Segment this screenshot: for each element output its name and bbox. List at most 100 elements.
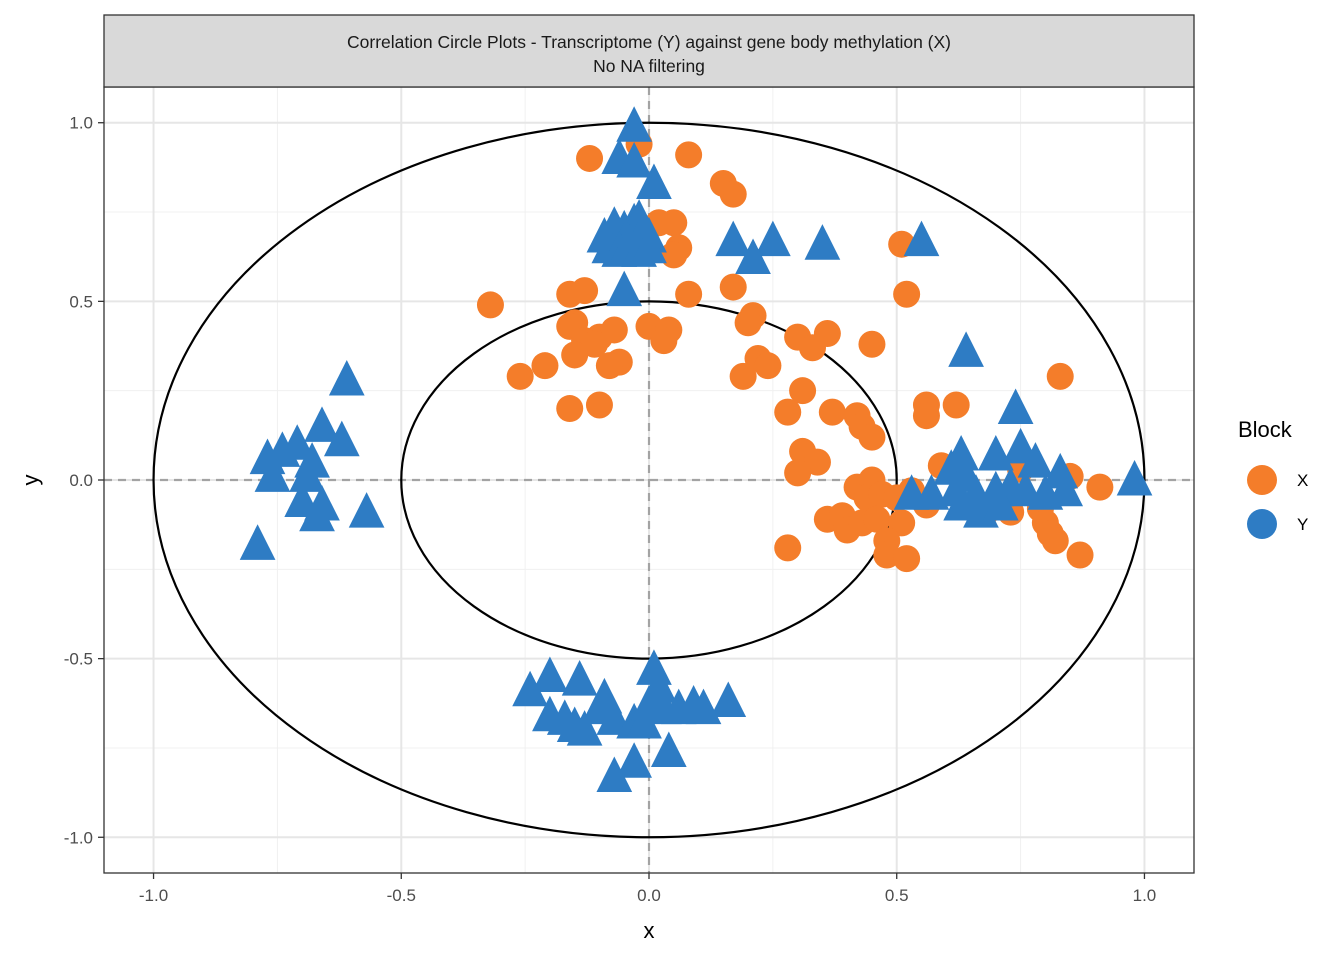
data-point-x [576, 144, 604, 172]
data-point-y [982, 484, 1019, 521]
x-axis-title: x [644, 918, 655, 943]
data-point-y [735, 238, 771, 274]
data-point-y [943, 484, 979, 521]
series-y-points [239, 106, 1153, 793]
data-point-x [912, 402, 940, 430]
data-point-y [626, 702, 662, 739]
data-point-x [893, 545, 921, 573]
data-point-x [561, 341, 589, 369]
data-point-x [858, 423, 886, 451]
data-point-y [903, 220, 940, 257]
data-point-x [754, 352, 782, 380]
data-point-y [997, 388, 1034, 425]
legend: Block XY [1238, 417, 1308, 539]
data-point-y [1017, 442, 1054, 478]
y-tick-label: 0.5 [69, 292, 93, 311]
data-point-x [1041, 527, 1069, 555]
data-point-y [254, 456, 291, 492]
data-point-x [556, 395, 584, 423]
data-point-y [913, 474, 950, 510]
data-point-y [566, 710, 603, 746]
x-tick-label: 0.0 [637, 886, 661, 905]
data-point-y [804, 224, 841, 260]
x-tick-label: -1.0 [139, 886, 168, 905]
data-point-x [585, 391, 613, 419]
x-tick-label: 1.0 [1133, 886, 1157, 905]
data-point-x [571, 277, 599, 305]
data-point-y [596, 756, 633, 793]
data-point-x [1066, 541, 1094, 569]
data-point-x [789, 377, 817, 405]
data-point-y [636, 163, 672, 199]
data-point-x [675, 280, 703, 308]
data-point-y [532, 656, 568, 693]
data-point-x [1046, 362, 1074, 390]
y-axis-title: y [18, 475, 43, 486]
y-tick-label: 1.0 [69, 114, 93, 133]
data-point-x [595, 352, 623, 380]
strip-header [103, 14, 1195, 88]
data-point-x [799, 334, 826, 362]
data-point-x [818, 398, 846, 426]
data-point-x [719, 273, 747, 301]
x-tick-label: -0.5 [387, 886, 416, 905]
data-point-y [948, 331, 984, 367]
data-point-x [531, 352, 559, 380]
data-point-x [774, 534, 802, 562]
data-point-x [729, 362, 757, 390]
data-point-y [616, 106, 652, 142]
data-point-x [734, 309, 762, 337]
y-tick-label: 0.0 [69, 471, 93, 490]
legend-title: Block [1238, 417, 1293, 442]
data-point-x [719, 180, 747, 208]
legend-items: XY [1247, 465, 1308, 539]
data-point-y [650, 731, 687, 768]
data-point-x [803, 448, 831, 476]
inner-circle [400, 300, 898, 660]
data-point-x [784, 459, 812, 487]
data-point-x [581, 330, 608, 358]
data-point-x [660, 209, 688, 237]
data-point-y [304, 406, 340, 442]
data-point-y [289, 456, 325, 492]
data-point-x [888, 509, 916, 537]
legend-key-x [1247, 465, 1277, 495]
data-point-y [323, 420, 360, 457]
data-point-x [476, 291, 504, 319]
data-point-y [755, 220, 791, 257]
data-point-x [1086, 473, 1114, 501]
data-point-x [675, 141, 703, 169]
legend-label: Y [1297, 515, 1308, 534]
x-axis-ticks: -1.0 -0.5 0.0 0.5 1.0 [139, 873, 1156, 905]
data-point-y [328, 359, 365, 396]
data-point-y [348, 492, 385, 528]
data-point-x [774, 398, 802, 426]
legend-key-y [1247, 509, 1277, 539]
chart-title: Correlation Circle Plots - Transcriptome… [347, 32, 951, 52]
data-point-y [299, 495, 335, 532]
data-point-x [893, 280, 921, 308]
data-point-x [506, 362, 534, 390]
data-point-y [631, 227, 667, 264]
data-point-y [561, 660, 598, 696]
data-point-y [616, 742, 652, 778]
chart-subtitle: No NA filtering [593, 56, 705, 76]
data-point-y [1047, 470, 1084, 507]
y-tick-label: -0.5 [64, 650, 93, 669]
y-axis-ticks: -1.0 -0.5 0.0 0.5 1.0 [64, 114, 104, 847]
legend-label: X [1297, 471, 1308, 490]
y-tick-label: -1.0 [64, 828, 93, 847]
x-tick-label: 0.5 [885, 886, 909, 905]
data-point-y [239, 524, 276, 560]
data-point-x [858, 330, 886, 358]
data-point-x [863, 505, 891, 533]
data-point-x [942, 391, 970, 419]
data-point-y [512, 670, 548, 707]
data-point-x [650, 327, 678, 355]
data-point-y [715, 220, 752, 257]
data-point-y [1116, 459, 1153, 496]
data-point-y [710, 681, 747, 718]
data-point-y [606, 270, 643, 307]
data-point-x [660, 241, 688, 269]
